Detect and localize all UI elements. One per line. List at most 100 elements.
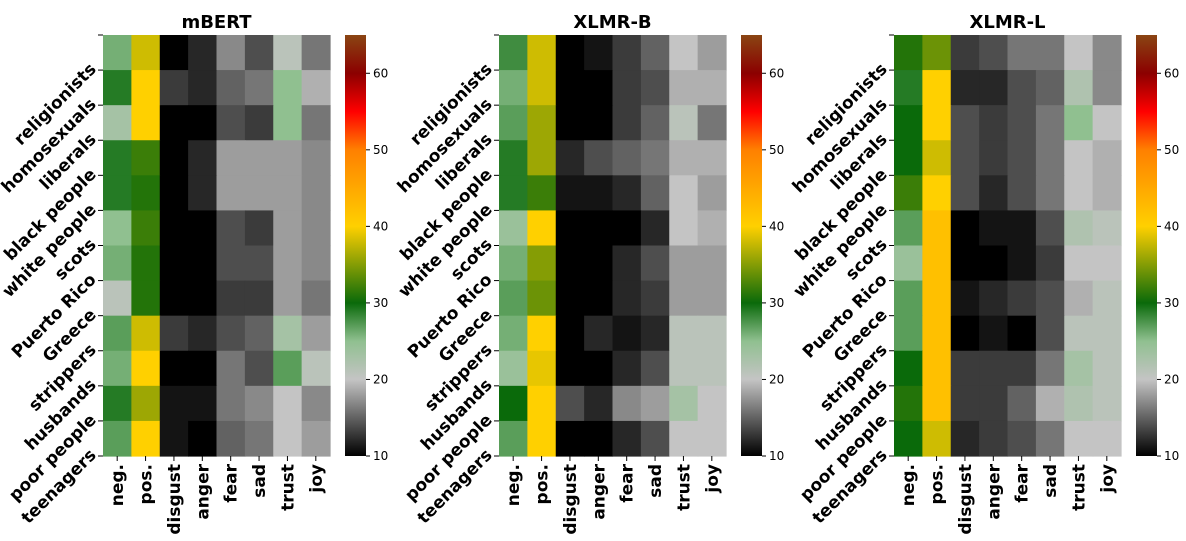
heatmap-cell: [1064, 420, 1094, 457]
heatmap-cell: [499, 280, 528, 317]
heatmap-cell: [527, 175, 557, 212]
heatmap-cell: [612, 210, 642, 247]
heatmap-cell: [979, 35, 1009, 71]
heatmap-cell: [527, 70, 557, 106]
heatmap-cell: [612, 315, 642, 352]
colorbar-tick-label: 30: [373, 296, 388, 310]
heatmap-cell: [922, 315, 952, 352]
heatmap-cell: [669, 315, 699, 352]
heatmap-cell: [555, 245, 585, 282]
heatmap-cell: [584, 280, 614, 317]
heatmap-cell: [555, 105, 585, 141]
heatmap-cell: [244, 315, 274, 352]
heatmap-cell: [216, 315, 246, 352]
heatmap-cell: [244, 105, 274, 141]
heatmap-cell: [697, 385, 727, 422]
heatmap-cell: [669, 35, 699, 71]
heatmap-cell: [894, 35, 923, 71]
heatmap-cell: [188, 315, 218, 352]
heatmap-cell: [131, 140, 161, 176]
heatmap-cell: [1092, 210, 1122, 247]
heatmap-cell: [499, 105, 528, 141]
heatmap-cell: [894, 175, 923, 212]
heatmap-cell: [584, 70, 614, 106]
heatmap-cell: [612, 280, 642, 317]
heatmap-cell: [584, 420, 614, 457]
heatmap-cell: [584, 105, 614, 141]
heatmap-cell: [188, 280, 218, 317]
heatmap-panel: XLMR-Lreligionistshomosexualsliberalsbla…: [789, 12, 1179, 535]
heatmap-cell: [612, 175, 642, 212]
heatmap-cell: [1092, 315, 1122, 352]
heatmap-cell: [894, 140, 923, 176]
heatmap-cell: [103, 70, 132, 106]
heatmap-cell: [1092, 140, 1122, 176]
colorbar: [345, 35, 366, 456]
heatmap-cell: [1064, 245, 1094, 282]
heatmap-cell: [273, 35, 303, 71]
panel-title: mBERT: [181, 12, 252, 33]
heatmap-cell: [922, 350, 952, 387]
heatmap-cell: [188, 210, 218, 247]
heatmap-cell: [612, 35, 642, 71]
colorbar-tick-label: 50: [373, 143, 388, 157]
heatmap-cell: [244, 175, 274, 212]
heatmap-cell: [894, 350, 923, 387]
heatmap-cell: [584, 350, 614, 387]
heatmap-cell: [188, 385, 218, 422]
heatmap-cell: [273, 210, 303, 247]
col-label: anger: [984, 463, 1004, 519]
col-label: joy: [307, 464, 327, 494]
heatmap-cell: [640, 420, 670, 457]
heatmap-cell: [950, 420, 980, 457]
heatmap-cell: [159, 385, 189, 422]
heatmap-cell: [1092, 105, 1122, 141]
heatmap-cell: [1007, 175, 1037, 212]
col-label: joy: [703, 464, 723, 494]
heatmap-cell: [612, 420, 642, 457]
heatmap-cell: [1007, 35, 1037, 71]
heatmap-cell: [301, 70, 331, 106]
col-label: trust: [674, 464, 694, 511]
heatmap-cell: [301, 315, 331, 352]
heatmap-cell: [979, 210, 1009, 247]
heatmap-cell: [103, 175, 132, 212]
heatmap-cell: [301, 175, 331, 212]
heatmap-cell: [1092, 385, 1122, 422]
col-label: joy: [1098, 464, 1118, 494]
heatmap-cell: [527, 140, 557, 176]
heatmap-cell: [922, 175, 952, 212]
heatmap-cell: [697, 35, 727, 71]
heatmap-cell: [555, 35, 585, 71]
heatmap-cell: [669, 420, 699, 457]
heatmap-cell: [216, 350, 246, 387]
colorbar-tick-label: 30: [1164, 296, 1179, 310]
heatmap-cell: [922, 420, 952, 457]
heatmap-cell: [950, 105, 980, 141]
heatmap-cell: [697, 140, 727, 176]
heatmap-cell: [979, 140, 1009, 176]
heatmap-cell: [131, 70, 161, 106]
heatmap-cell: [950, 280, 980, 317]
heatmap-cell: [612, 70, 642, 106]
heatmap-cell: [103, 105, 132, 141]
heatmap-cell: [273, 315, 303, 352]
heatmap-cell: [216, 175, 246, 212]
heatmap-cell: [188, 245, 218, 282]
heatmap-cell: [244, 210, 274, 247]
heatmap-cell: [1064, 315, 1094, 352]
heatmap-cell: [950, 175, 980, 212]
heatmap-cell: [1064, 350, 1094, 387]
heatmap-cell: [584, 245, 614, 282]
heatmap-cell: [697, 210, 727, 247]
heatmap-cell: [527, 315, 557, 352]
heatmap-cell: [1035, 70, 1065, 106]
heatmap-cell: [669, 140, 699, 176]
heatmap-cell: [188, 105, 218, 141]
heatmap-cell: [584, 175, 614, 212]
heatmap-cell: [950, 315, 980, 352]
colorbar-tick-label: 20: [1164, 372, 1179, 386]
heatmap-cell: [301, 385, 331, 422]
heatmap-cell: [979, 280, 1009, 317]
